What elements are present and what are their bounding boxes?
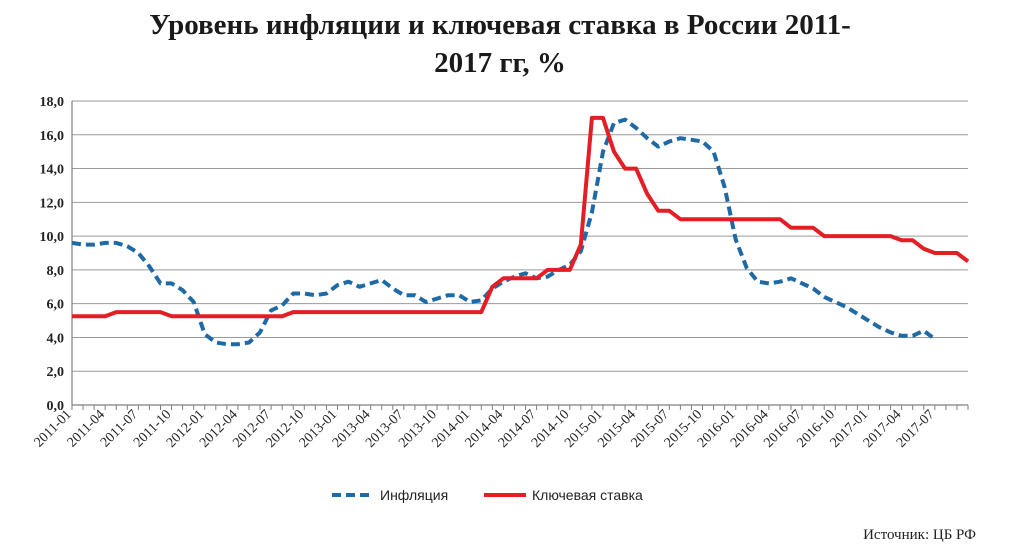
chart-title-line-2: 2017 гг, %	[434, 47, 566, 79]
grid-lines	[71, 100, 968, 406]
source-note: Источник: ЦБ РФ	[863, 527, 976, 543]
x-axis: 2011-012011-042011-072011-102012-012012-…	[32, 405, 969, 451]
legend-item-key-rate-label: Ключевая ставка	[532, 487, 643, 503]
x-tick-label: 2017-07	[894, 407, 938, 451]
y-tick-label: 10,0	[40, 230, 65, 245]
y-tick-label: 8,0	[47, 264, 65, 279]
inflation-line	[71, 117, 937, 347]
chart-title: Уровень инфляции и ключевая ставка в Рос…	[0, 6, 1000, 82]
key-rate-line	[72, 115, 970, 319]
y-tick-label: 0,0	[47, 399, 65, 414]
y-tick-label: 16,0	[40, 129, 65, 144]
y-tick-label: 4,0	[47, 331, 65, 346]
chart-title-line-1: Уровень инфляции и ключевая ставка в Рос…	[149, 9, 851, 41]
y-tick-label: 18,0	[40, 95, 65, 110]
y-axis-ticks: 0,0 2,0 4,0 6,0 8,0 10,0 12,0 14,0 16,0 18,0	[40, 95, 65, 414]
y-tick-label: 12,0	[40, 196, 65, 211]
legend-item-inflation-label: Инфляция	[380, 487, 448, 503]
legend: Инфляция Ключевая ставка	[332, 487, 643, 503]
y-tick-label: 6,0	[47, 298, 65, 313]
y-tick-label: 2,0	[47, 365, 65, 380]
y-tick-label: 14,0	[40, 163, 65, 178]
series-group	[71, 115, 970, 347]
